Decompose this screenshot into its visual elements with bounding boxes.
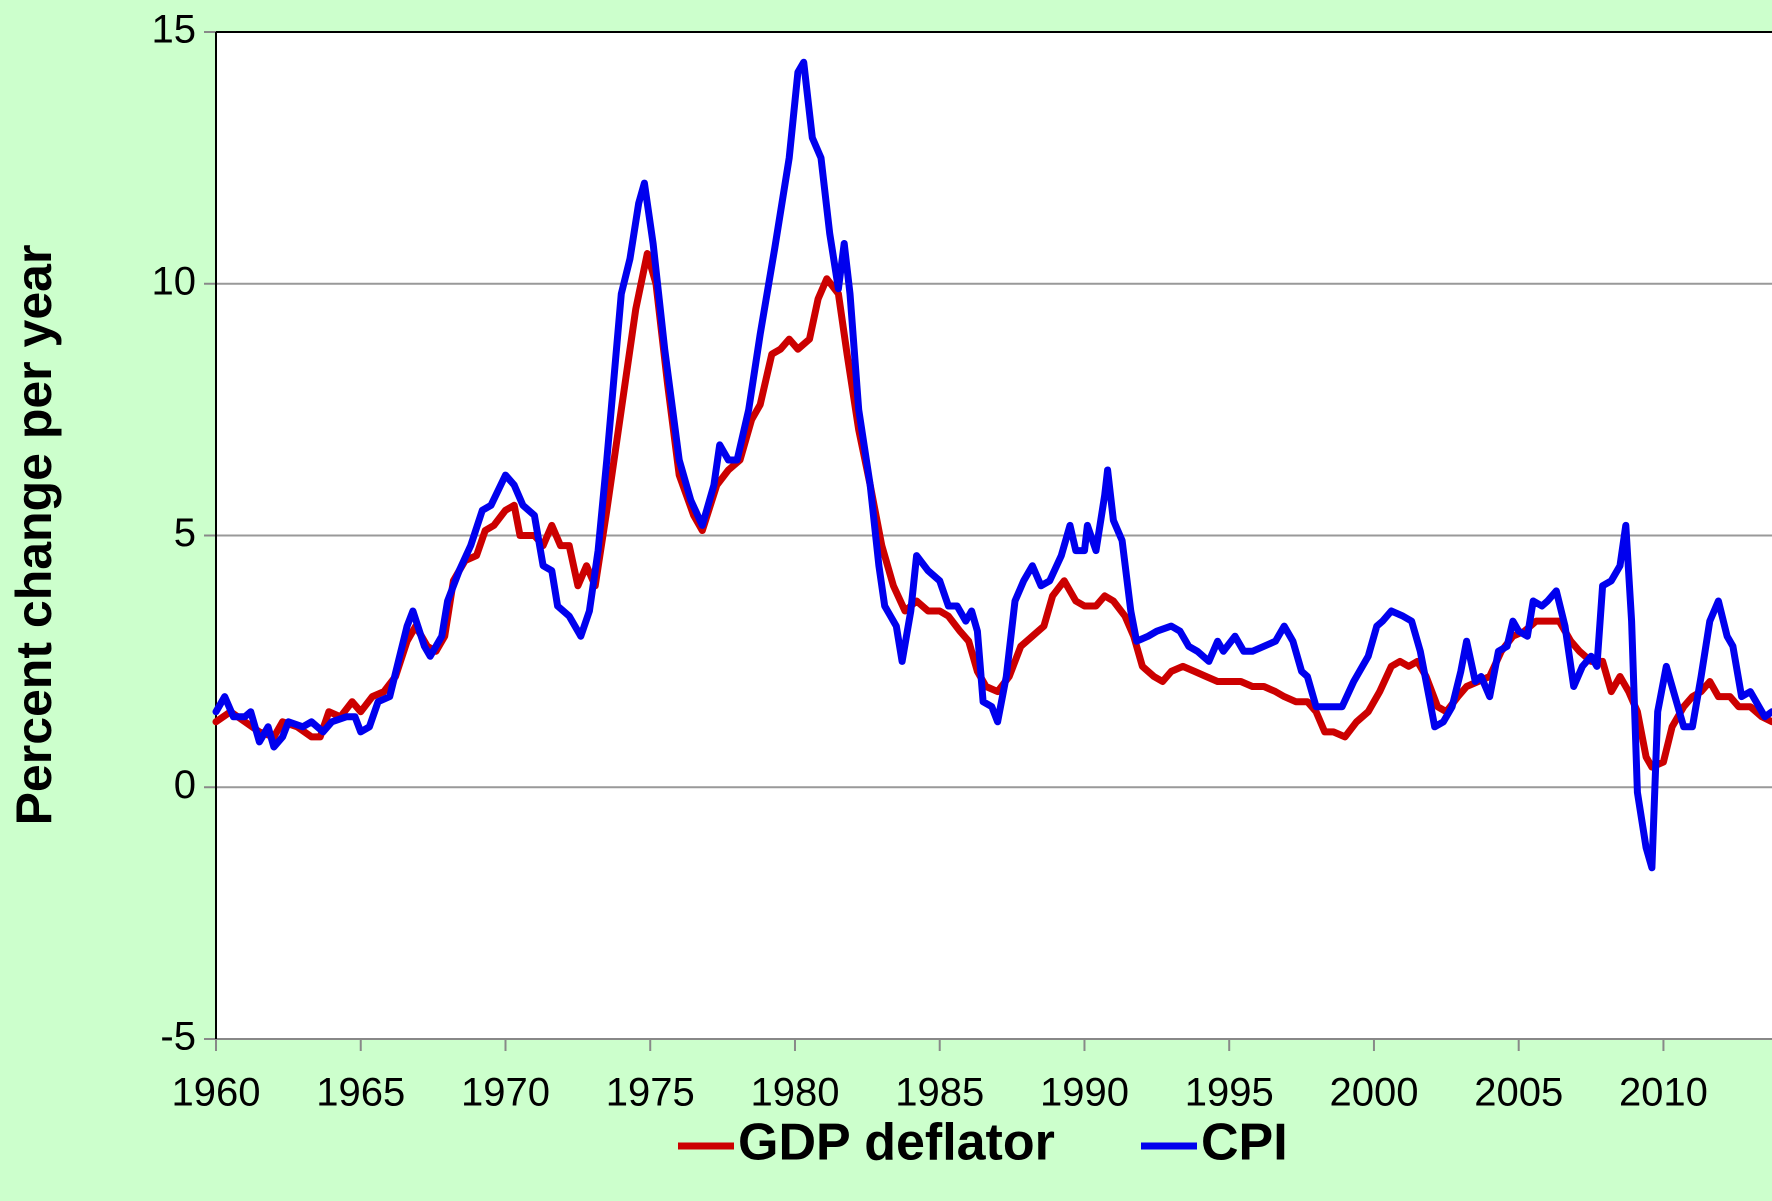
x-tick-label: 1970 xyxy=(461,1071,550,1115)
legend-label: CPI xyxy=(1201,1114,1288,1172)
x-tick-label: 2000 xyxy=(1329,1071,1418,1115)
legend-label: GDP deflator xyxy=(738,1114,1055,1172)
x-tick-label: 2005 xyxy=(1474,1071,1563,1115)
x-tick-label: 1965 xyxy=(316,1071,405,1115)
y-tick-label: 5 xyxy=(174,511,196,555)
x-tick-label: 1990 xyxy=(1040,1071,1129,1115)
x-tick-label: 1960 xyxy=(172,1071,261,1115)
x-tick-label: 2010 xyxy=(1619,1071,1708,1115)
y-tick-label: -5 xyxy=(160,1015,196,1059)
y-axis-label: Percent change per year xyxy=(6,245,62,826)
x-tick-label: 1985 xyxy=(895,1071,984,1115)
series-line xyxy=(212,58,1772,872)
x-tick-label: 1975 xyxy=(606,1071,695,1115)
y-tick-label: 15 xyxy=(152,8,197,52)
x-tick-label: 1995 xyxy=(1185,1071,1274,1115)
y-tick-label: 0 xyxy=(174,763,196,807)
y-tick-label: 10 xyxy=(152,259,197,303)
x-tick-label: 1980 xyxy=(750,1071,839,1115)
